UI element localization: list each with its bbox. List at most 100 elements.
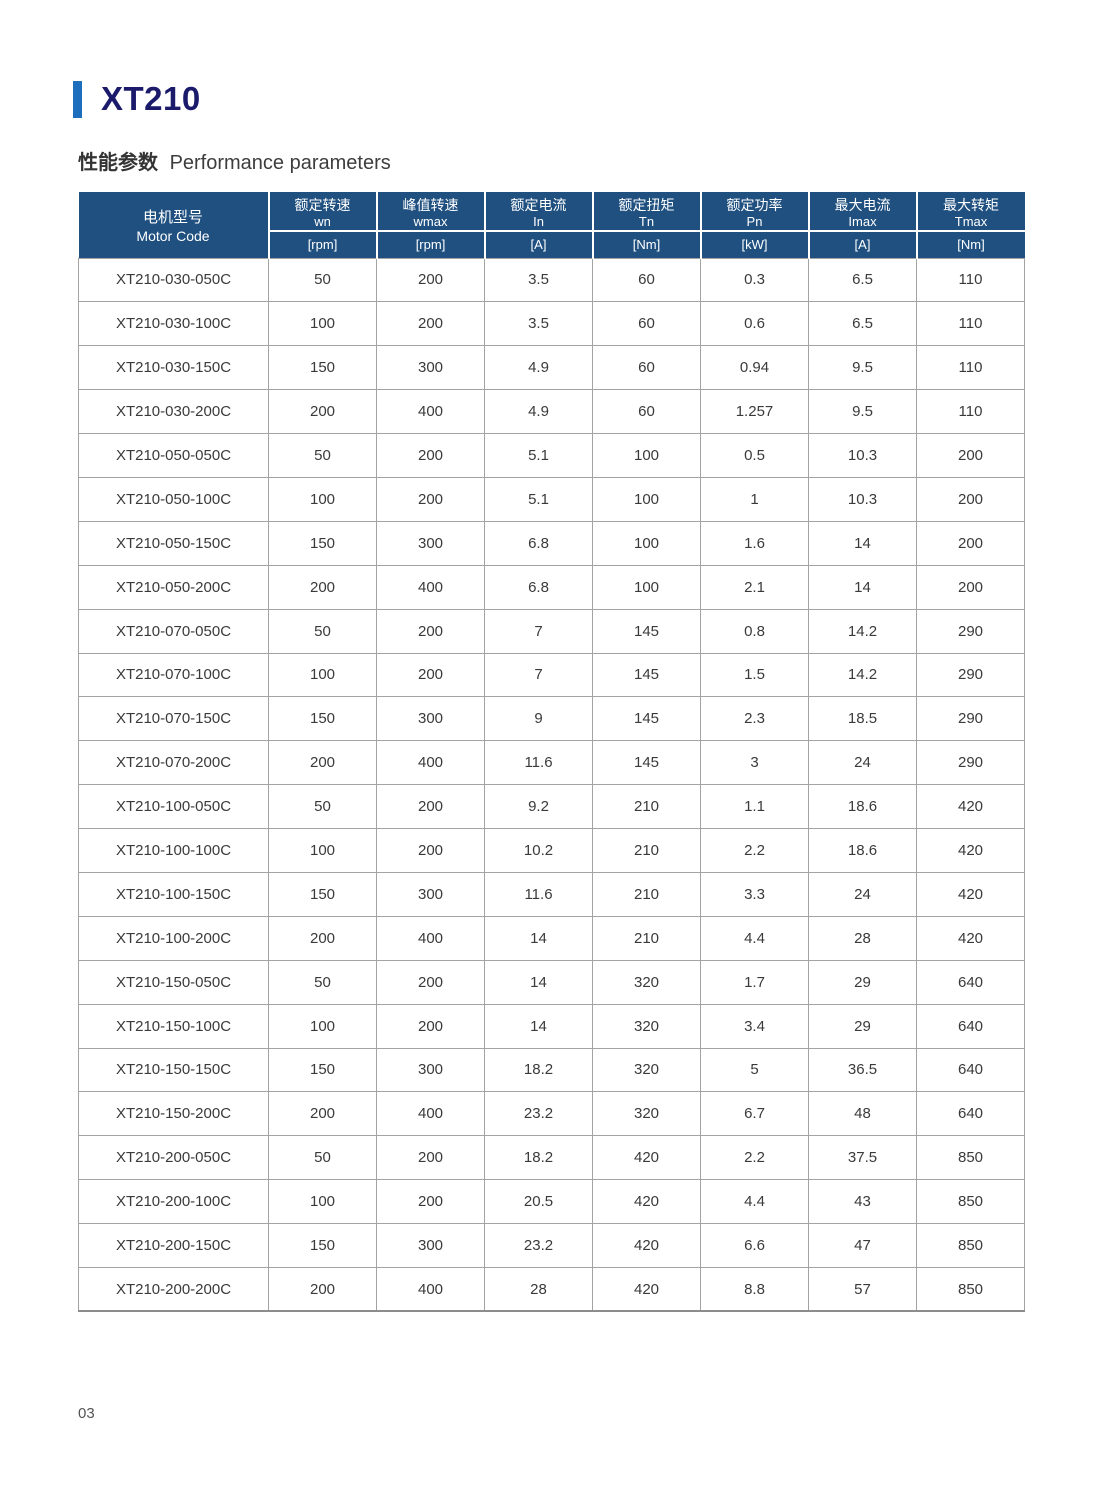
value-cell: 23.2 xyxy=(484,1091,593,1137)
value-cell: 300 xyxy=(376,520,485,566)
value-cell: 28 xyxy=(484,1266,593,1312)
section-heading: 性能参数 Performance parameters xyxy=(78,146,391,175)
value-cell: 400 xyxy=(376,740,485,786)
motor-code-cell: XT210-100-100C xyxy=(78,828,269,873)
motor-code-cell: XT210-200-150C xyxy=(78,1223,269,1268)
motor-code-cell: XT210-050-100C xyxy=(78,476,269,522)
column-header-zh: 额定功率 xyxy=(726,197,783,213)
unit-header-imax: [A] xyxy=(807,230,917,258)
value-cell: 18.6 xyxy=(808,828,917,873)
unit-header-in: [A] xyxy=(483,230,593,258)
table-row: XT210-100-100C 100 200 10.2 210 2.2 18.6 420 xyxy=(78,828,1025,873)
table-row: XT210-100-200C 200 400 14 210 4.4 28 420 xyxy=(78,915,1025,961)
value-cell: 24 xyxy=(808,740,917,786)
value-cell: 2.1 xyxy=(700,564,809,610)
unit-header-tmax: [Nm] xyxy=(915,230,1025,258)
table-row: XT210-050-100C 100 200 5.1 100 1 10.3 200 xyxy=(78,476,1025,522)
column-header-wn: 额定转速 wn xyxy=(267,192,377,231)
value-cell: 300 xyxy=(376,696,485,742)
value-cell: 9.5 xyxy=(808,389,917,435)
value-cell: 200 xyxy=(376,476,485,522)
value-cell: 320 xyxy=(592,959,701,1005)
table-body: XT210-030-050C 50 200 3.5 60 0.3 6.5 110 XT210-0… xyxy=(78,257,1025,1312)
table-row: XT210-150-100C 100 200 14 320 3.4 29 640 xyxy=(78,1003,1025,1049)
value-cell: 14.2 xyxy=(808,652,917,698)
value-cell: 50 xyxy=(268,257,377,303)
value-cell: 10.3 xyxy=(808,433,917,478)
value-cell: 640 xyxy=(916,1091,1025,1137)
motor-code-cell: XT210-200-200C xyxy=(78,1266,269,1312)
value-cell: 420 xyxy=(592,1179,701,1225)
value-cell: 200 xyxy=(916,520,1025,566)
value-cell: 200 xyxy=(376,784,485,830)
value-cell: 290 xyxy=(916,608,1025,654)
value-cell: 6.8 xyxy=(484,520,593,566)
header-row-units: [rpm] [rpm] [A] [Nm] [kW] [A] [Nm] xyxy=(79,230,1025,258)
motor-code-header: 电机型号 Motor Code xyxy=(78,192,269,258)
value-cell: 200 xyxy=(376,301,485,347)
value-cell: 4.4 xyxy=(700,1179,809,1225)
value-cell: 11.6 xyxy=(484,740,593,786)
value-cell: 6.5 xyxy=(808,257,917,303)
value-cell: 14.2 xyxy=(808,608,917,654)
value-cell: 14 xyxy=(484,1003,593,1049)
value-cell: 400 xyxy=(376,1266,485,1312)
value-cell: 420 xyxy=(592,1266,701,1312)
value-cell: 6.7 xyxy=(700,1091,809,1137)
value-cell: 200 xyxy=(376,257,485,303)
motor-code-cell: XT210-100-150C xyxy=(78,871,269,917)
value-cell: 100 xyxy=(268,1003,377,1049)
value-cell: 4.9 xyxy=(484,345,593,391)
value-cell: 150 xyxy=(268,696,377,742)
motor-code-cell: XT210-200-050C xyxy=(78,1135,269,1181)
motor-code-cell: XT210-150-100C xyxy=(78,1003,269,1049)
value-cell: 400 xyxy=(376,389,485,435)
value-cell: 14 xyxy=(484,959,593,1005)
page-number: 03 xyxy=(78,1405,95,1422)
column-header-imax: 最大电流 Imax xyxy=(807,192,917,231)
table-row: XT210-070-100C 100 200 7 145 1.5 14.2 290 xyxy=(78,652,1025,698)
value-cell: 2.2 xyxy=(700,1135,809,1181)
value-cell: 200 xyxy=(376,1179,485,1225)
value-cell: 37.5 xyxy=(808,1135,917,1181)
value-cell: 200 xyxy=(268,1266,377,1312)
value-cell: 200 xyxy=(916,433,1025,478)
value-cell: 145 xyxy=(592,608,701,654)
motor-code-cell: XT210-100-050C xyxy=(78,784,269,830)
value-cell: 4.4 xyxy=(700,915,809,961)
motor-code-cell: XT210-070-150C xyxy=(78,696,269,742)
column-header-tmax: 最大转矩 Tmax xyxy=(915,192,1025,231)
unit-header-wn: [rpm] xyxy=(267,230,377,258)
column-header-symbol: Tn xyxy=(638,214,655,229)
value-cell: 6.6 xyxy=(700,1223,809,1268)
value-cell: 29 xyxy=(808,959,917,1005)
column-header-pn: 额定功率 Pn xyxy=(699,192,809,231)
title-accent-bar xyxy=(73,80,82,118)
value-cell: 200 xyxy=(268,740,377,786)
value-cell: 36.5 xyxy=(808,1047,917,1093)
value-cell: 420 xyxy=(592,1223,701,1268)
motor-code-cell: XT210-070-050C xyxy=(78,608,269,654)
column-header-zh: 额定扭矩 xyxy=(618,197,675,213)
value-cell: 3.5 xyxy=(484,257,593,303)
column-header-zh: 额定转速 xyxy=(294,197,351,213)
value-cell: 8.8 xyxy=(700,1266,809,1312)
value-cell: 210 xyxy=(592,915,701,961)
value-cell: 9.2 xyxy=(484,784,593,830)
column-header-symbol: wn xyxy=(314,214,331,229)
motor-code-cell: XT210-150-050C xyxy=(78,959,269,1005)
value-cell: 290 xyxy=(916,652,1025,698)
value-cell: 6.8 xyxy=(484,564,593,610)
value-cell: 50 xyxy=(268,608,377,654)
value-cell: 420 xyxy=(916,871,1025,917)
value-cell: 1.1 xyxy=(700,784,809,830)
value-cell: 200 xyxy=(268,389,377,435)
value-cell: 200 xyxy=(268,564,377,610)
table-row: XT210-150-200C 200 400 23.2 320 6.7 48 640 xyxy=(78,1091,1025,1137)
value-cell: 14 xyxy=(808,520,917,566)
table-row: XT210-150-050C 50 200 14 320 1.7 29 640 xyxy=(78,959,1025,1005)
value-cell: 200 xyxy=(376,433,485,478)
value-cell: 640 xyxy=(916,959,1025,1005)
value-cell: 145 xyxy=(592,652,701,698)
value-cell: 400 xyxy=(376,1091,485,1137)
